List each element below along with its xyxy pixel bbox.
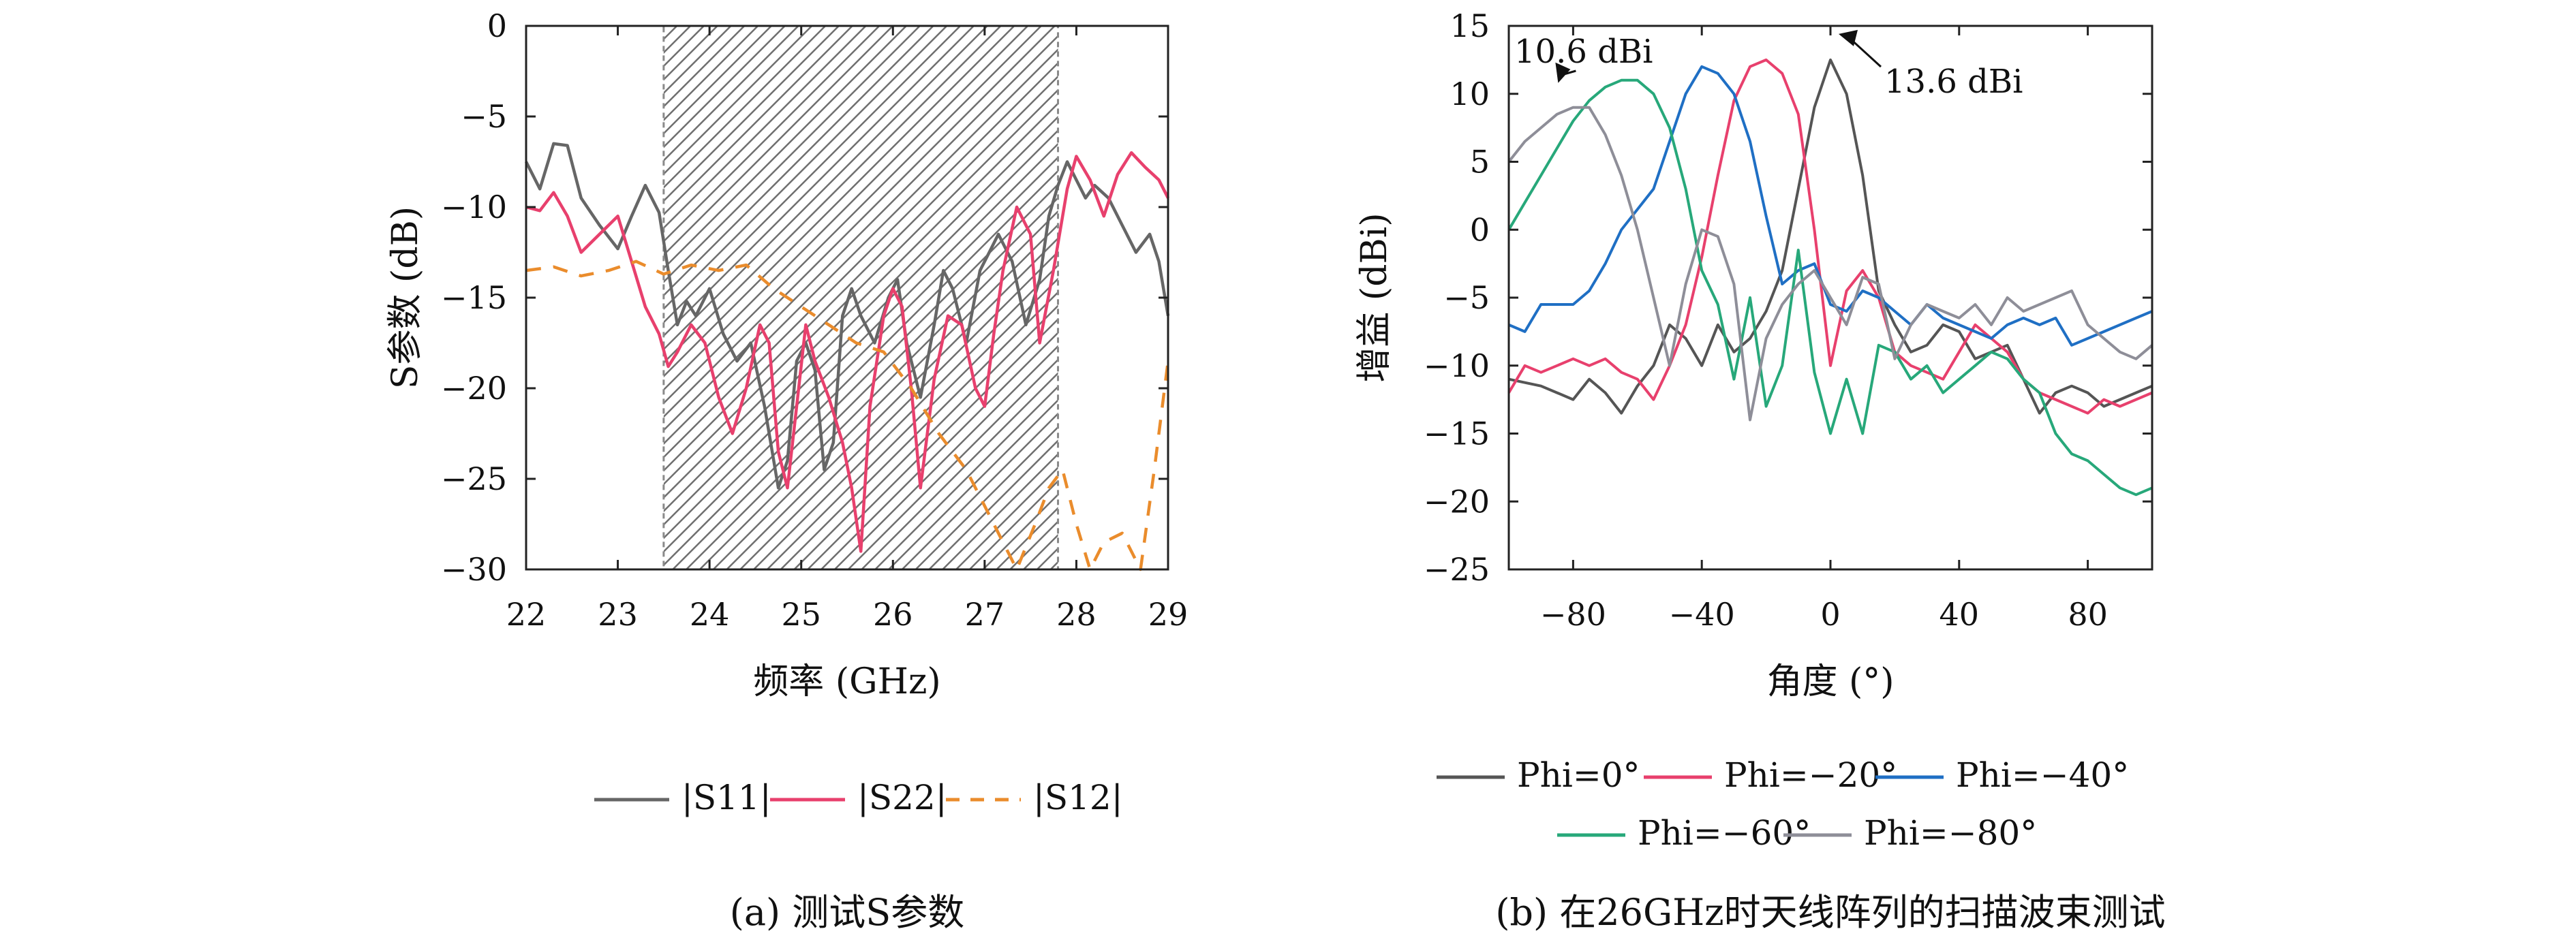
series-line-3 [1508,65,2153,347]
panel-b-series [1507,58,2153,497]
panel-a-ticks: 22 23 24 25 26 27 28 29 0 −5 −10 −15 −20 −25 −30 [441,7,1188,633]
panel-b-y-axis-label: 增益 (dBi) [1354,213,1395,382]
panel-a-series [524,142,1170,571]
y-tick-label: −5 [1443,279,1490,316]
x-tick-label: 40 [1939,596,1980,633]
annotation-label-1: 10.6 dBi [1514,33,1653,71]
x-tick-label: 0 [1820,596,1840,633]
y-tick-label: −10 [1424,347,1490,384]
y-tick-label: 0 [487,7,507,44]
x-tick-label: 26 [873,596,913,633]
legend-label-3: |S12| [1033,778,1123,817]
y-tick-label: −25 [441,460,507,497]
x-tick-label: −40 [1669,596,1735,633]
x-tick-label: 27 [965,596,1005,633]
legend-label-1: Phi=0° [1517,755,1640,795]
y-tick-label: −20 [1424,483,1490,520]
panel-b-legend: Phi=0° Phi=−20° Phi=−40° Phi=−60° Phi=−80° [1437,755,2129,853]
series-line-1 [524,142,1170,490]
panel-a-x-axis-label: 频率 (GHz) [753,661,940,702]
legend-label-4: Phi=−60° [1638,813,1811,853]
y-tick-label: −15 [1424,415,1490,452]
x-tick-label: 28 [1056,596,1097,633]
series-line-2 [525,151,1170,553]
y-tick-label: 0 [1470,211,1490,248]
annotation-arrowhead-1 [1555,62,1571,83]
x-tick-label: 24 [690,596,730,633]
shaded-band [662,25,1060,571]
legend-label-2: Phi=−20° [1724,755,1897,795]
series-line-3 [525,260,1170,571]
x-tick-label: 29 [1148,596,1189,633]
legend-label-3: Phi=−40° [1956,755,2129,795]
series-line-1 [1508,58,2153,415]
panel-a-legend: |S11| |S22| |S12| [594,778,1123,817]
panel-a-caption: (a) 测试S参数 [730,891,965,934]
legend-label-1: |S11| [681,778,771,817]
series-line-2 [1507,58,2153,415]
legend-label-5: Phi=−80° [1864,813,2037,853]
annotation-arrowhead-2 [1839,29,1858,46]
y-tick-label: −20 [441,370,507,407]
series-line-5 [1507,106,2153,422]
panel-a-s-parameters: 22 23 24 25 26 27 28 29 0 −5 −10 −15 −20 −25 −30 频率 (G… [385,7,1188,934]
panel-b-x-axis-label: 角度 (°) [1766,661,1894,702]
panel-a-y-axis-label: S参数 (dB) [385,206,426,389]
annotation-label-2: 13.6 dBi [1884,63,2023,101]
x-tick-label: 80 [2068,596,2108,633]
y-tick-label: 10 [1450,76,1490,112]
y-tick-label: −10 [441,189,507,225]
panel-b-ticks: −80 −40 0 40 80 15 10 5 0 −5 −10 −15 −20 −25 [1424,7,2152,633]
panel-b-caption: (b) 在26GHz时天线阵列的扫描波束测试 [1495,891,2165,934]
y-tick-label: 15 [1450,7,1490,44]
panel-b-annotations: 10.6 dBi 13.6 dBi [1514,29,2023,101]
series-line-4 [1507,78,2153,497]
legend-label-2: |S22| [857,778,947,817]
x-tick-label: −80 [1540,596,1606,633]
x-tick-label: 23 [598,596,638,633]
x-tick-label: 22 [506,596,547,633]
x-tick-label: 25 [781,596,821,633]
y-tick-label: −15 [441,279,507,316]
panel-b-beam-scan: −80 −40 0 40 80 15 10 5 0 −5 −10 −15 −20 −25 10.6 dBi… [1354,7,2166,934]
y-tick-label: −25 [1424,551,1490,588]
y-tick-label: −5 [461,98,507,135]
annotation-arrow-2 [1848,37,1882,68]
y-tick-label: −30 [441,551,507,588]
y-tick-label: 5 [1470,144,1490,180]
